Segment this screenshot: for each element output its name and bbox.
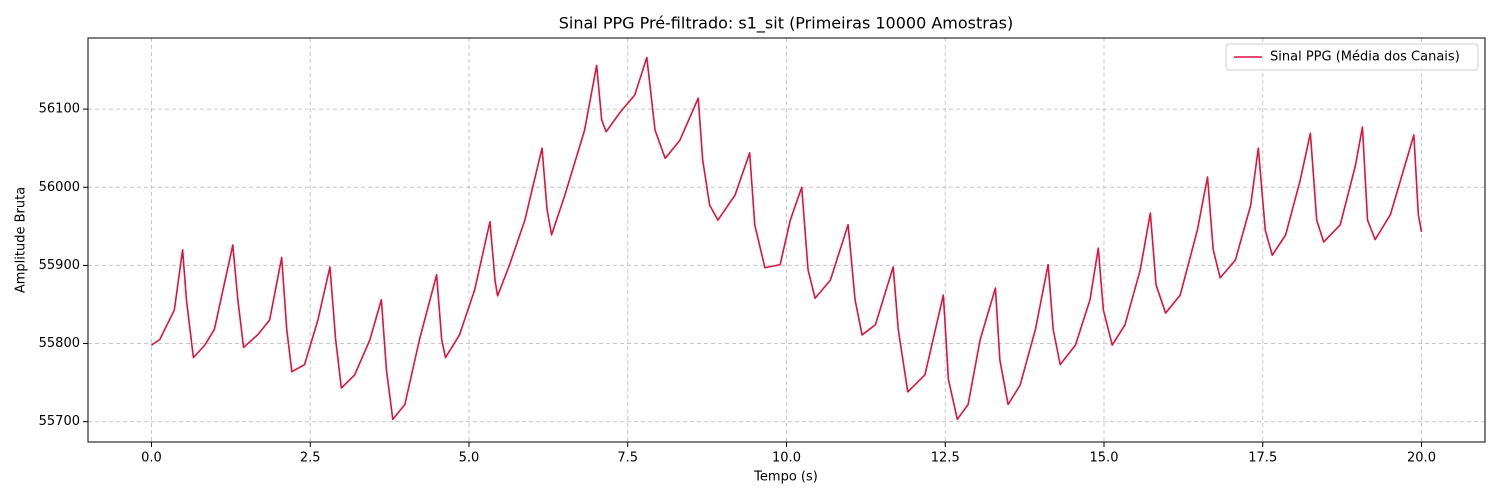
- y-tick-label: 55700: [39, 414, 80, 429]
- x-tick-label: 5.0: [459, 451, 480, 466]
- x-tick-label: 20.0: [1407, 451, 1436, 466]
- x-tick-label: 0.0: [141, 451, 162, 466]
- x-tick-label: 7.5: [617, 451, 638, 466]
- data-line: [151, 56, 1423, 421]
- legend-label: Sinal PPG (Média dos Canais): [1270, 50, 1460, 65]
- x-tick-label: 17.5: [1248, 451, 1277, 466]
- x-tick-label: 2.5: [300, 451, 321, 466]
- x-tick-label: 12.5: [931, 451, 960, 466]
- y-tick-label: 56100: [39, 102, 80, 117]
- y-tick-label: 56000: [39, 180, 80, 195]
- chart-title: Sinal PPG Pré-filtrado: s1_sit (Primeira…: [559, 14, 1014, 34]
- y-tick-label: 55800: [39, 336, 80, 351]
- plot-frame: [87, 37, 1486, 443]
- y-tick-label: 55900: [39, 258, 80, 273]
- y-axis-label: Amplitude Bruta: [14, 187, 29, 293]
- legend-box: [1225, 43, 1479, 71]
- x-axis-label: Tempo (s): [753, 470, 818, 485]
- x-tick-label: 10.0: [772, 451, 801, 466]
- x-tick-label: 15.0: [1090, 451, 1119, 466]
